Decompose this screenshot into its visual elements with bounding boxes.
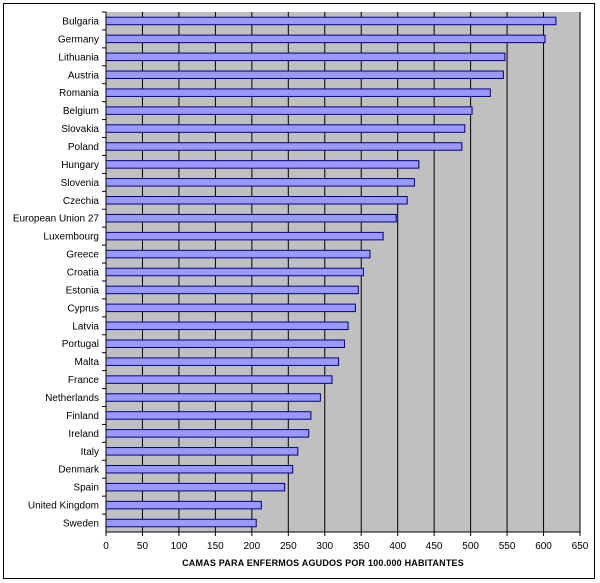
bar-slovakia (105, 124, 466, 133)
category-label: Croatia (67, 268, 100, 279)
bar-malta (105, 357, 340, 366)
bar-slovenia (105, 178, 415, 187)
x-tick-label: 200 (244, 541, 261, 552)
x-axis: 0 50 100 150 200 250 300 350 400 450 500 550 600 650 (102, 11, 589, 552)
bars (105, 16, 557, 528)
bar-france (105, 375, 333, 384)
bar-romania (105, 88, 491, 97)
category-label: United Kingdom (28, 501, 99, 512)
bar-estonia (105, 285, 359, 295)
bar-united-kingdom (105, 500, 262, 510)
category-label: Estonia (66, 285, 100, 296)
bar-denmark (105, 464, 294, 474)
category-label: Sweden (63, 519, 99, 530)
x-axis-title: CAMAS PARA ENFERMOS AGUDOS POR 100.000 H… (182, 558, 464, 568)
bar-luxembourg (105, 231, 384, 241)
category-label: Greece (66, 250, 99, 261)
bar-poland (105, 142, 463, 151)
category-label: Luxembourg (43, 232, 99, 243)
x-tick-label: 600 (535, 541, 552, 552)
x-tick-label: 500 (462, 541, 479, 552)
category-label: Spain (73, 483, 99, 494)
bar-finland (105, 411, 312, 420)
bar-bulgaria (105, 16, 557, 26)
x-tick-label: 550 (499, 541, 516, 552)
x-tick-label: 400 (389, 541, 406, 552)
bar-croatia (105, 267, 364, 277)
category-label: Belgium (63, 106, 99, 117)
bar-portugal (105, 339, 345, 348)
category-label: Slovenia (61, 178, 100, 189)
bar-sweden (105, 518, 257, 528)
category-labels: Bulgaria Germany Lithuania Austria Romania Be… (13, 16, 100, 529)
bar-austria (105, 70, 504, 80)
x-tick-label: 250 (280, 541, 297, 552)
x-tick-label: 650 (572, 541, 589, 552)
bar-spain (105, 482, 286, 492)
x-tick-label: 50 (137, 541, 149, 552)
category-label: Slovakia (61, 124, 99, 135)
category-label: Finland (66, 411, 99, 422)
category-label: Ireland (68, 429, 99, 440)
bar-belgium (105, 106, 473, 115)
x-tick-label: 100 (171, 541, 188, 552)
bar-latvia (105, 321, 349, 331)
bar-greece (105, 249, 371, 259)
category-label: Italy (81, 447, 99, 458)
category-label: Hungary (61, 160, 99, 171)
x-tick-label: 450 (426, 541, 443, 552)
category-label: France (68, 375, 100, 386)
x-tick-label: 300 (316, 541, 333, 552)
category-label: Netherlands (45, 393, 99, 404)
category-label: Malta (75, 357, 100, 368)
bar-germany (105, 34, 546, 44)
category-label: Germany (58, 34, 99, 45)
category-label: Czechia (63, 196, 100, 207)
category-label: Portugal (62, 339, 99, 350)
x-tick-label: 350 (353, 541, 370, 552)
category-label: Latvia (72, 321, 99, 332)
bar-lithuania (105, 52, 506, 62)
bar-european-union-27 (105, 213, 397, 223)
category-label: Austria (68, 70, 100, 81)
x-tick-label: 0 (103, 541, 109, 552)
category-label: Poland (68, 142, 99, 153)
category-label: Bulgaria (62, 16, 99, 27)
bar-netherlands (105, 393, 321, 402)
bar-hungary (105, 160, 420, 169)
category-label: Denmark (58, 465, 100, 476)
bar-czechia (105, 196, 408, 205)
bar-ireland (105, 429, 310, 438)
category-label: Romania (59, 88, 99, 99)
category-label: Cyprus (67, 303, 99, 314)
bar-cyprus (105, 303, 356, 313)
bar-italy (105, 447, 299, 456)
x-tick-label: 150 (207, 541, 224, 552)
category-label: European Union 27 (13, 214, 100, 225)
category-label: Lithuania (58, 52, 99, 63)
